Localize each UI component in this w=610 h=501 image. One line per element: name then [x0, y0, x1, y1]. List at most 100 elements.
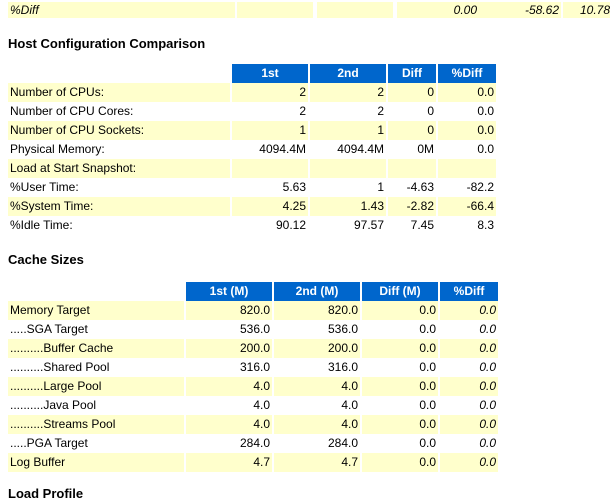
- top-row-blank-1: [237, 2, 313, 18]
- cache-sizes-row-value: 0.0: [419, 322, 436, 336]
- col-header-pct-diff: %Diff: [440, 282, 498, 301]
- cache-sizes-row-label: ..........Shared Pool: [10, 360, 110, 374]
- cache-sizes-row-value: 200.0: [186, 339, 272, 358]
- cache-sizes-row-label: ..........Large Pool: [8, 377, 184, 396]
- cache-sizes-row-value: 820.0: [186, 301, 272, 320]
- host-config-row: Physical Memory: 4094.4M 4094.4M 0M 0.0: [8, 140, 496, 159]
- host-config-row-value: 5.63: [282, 180, 306, 194]
- host-config-row-value: 0.0: [477, 104, 494, 118]
- host-config-row: Load at Start Snapshot:: [8, 159, 496, 178]
- cache-sizes-row: Memory Target 820.0 820.0 0.0 0.0: [8, 301, 498, 320]
- cache-sizes-row-label: .....SGA Target: [10, 322, 88, 336]
- load-profile-title: Load Profile: [8, 486, 84, 501]
- host-config-row-value: 8.3: [477, 218, 494, 232]
- host-config-row-value: 1: [377, 180, 384, 194]
- top-row-blank-2: [317, 2, 393, 18]
- col-header-pct-diff: %Diff: [438, 64, 496, 83]
- host-config-header-blank: [8, 64, 230, 83]
- cache-sizes-row: .....PGA Target 284.0 284.0 0.0 0.0: [8, 434, 498, 453]
- cache-sizes-row-value: 0.0: [362, 301, 438, 320]
- cache-sizes-row-value: 0.0: [440, 415, 498, 434]
- host-config-row-value: 2: [310, 83, 386, 102]
- cache-sizes-header-row: 1st (M) 2nd (M) Diff (M) %Diff: [8, 282, 498, 301]
- cache-sizes-row-label: Memory Target: [8, 301, 184, 320]
- cache-sizes-row-value: 284.0: [239, 436, 270, 450]
- cache-sizes-row-value: 0.0: [479, 398, 496, 412]
- cache-sizes-row-value: 0.0: [419, 398, 436, 412]
- cache-sizes-row: Log Buffer 4.7 4.7 0.0 0.0: [8, 453, 498, 472]
- host-config-row: %User Time: 5.63 1 -4.63 -82.2: [8, 178, 496, 197]
- cache-sizes-row-value: 0.0: [362, 453, 438, 472]
- host-config-row-value: 4094.4M: [337, 142, 384, 156]
- cache-sizes-row-value: 4.0: [253, 398, 270, 412]
- cache-sizes-row-value: 4.0: [341, 398, 358, 412]
- host-config-row-label: %System Time:: [8, 197, 230, 216]
- host-config-row-label: Load at Start Snapshot:: [8, 159, 230, 178]
- cache-sizes-row-value: 0.0: [479, 322, 496, 336]
- cache-sizes-row-value: 0.0: [362, 377, 438, 396]
- host-config-row-value: -2.82: [388, 197, 436, 216]
- cache-sizes-row-value: 536.0: [327, 322, 358, 336]
- host-config-row-value: [310, 159, 386, 178]
- col-header-diff-m: Diff (M): [362, 282, 438, 301]
- cache-sizes-row-label: ..........Buffer Cache: [8, 339, 184, 358]
- host-config-row-value: 2: [377, 104, 384, 118]
- cache-sizes-row-value: 820.0: [274, 301, 360, 320]
- host-config-row-value: 2: [299, 104, 306, 118]
- cache-sizes-row-value: 4.0: [274, 377, 360, 396]
- host-config-row-label: Physical Memory:: [10, 142, 105, 156]
- cache-sizes-table: 1st (M) 2nd (M) Diff (M) %Diff Memory Ta…: [6, 282, 500, 472]
- cache-sizes-row-value: 316.0: [239, 360, 270, 374]
- host-config-row-value: 1.43: [310, 197, 386, 216]
- host-config-row-value: 90.12: [275, 218, 306, 232]
- cache-sizes-row: ..........Shared Pool 316.0 316.0 0.0 0.0: [8, 358, 498, 377]
- host-config-row: Number of CPUs: 2 2 0 0.0: [8, 83, 496, 102]
- cache-sizes-row: ..........Buffer Cache 200.0 200.0 0.0 0.0: [8, 339, 498, 358]
- cache-sizes-row-value: 0.0: [419, 360, 436, 374]
- host-config-row-value: -4.63: [406, 180, 434, 194]
- cache-sizes-row-value: 0.0: [362, 339, 438, 358]
- cache-sizes-header-blank: [8, 282, 184, 301]
- host-config-row: %Idle Time: 90.12 97.57 7.45 8.3: [8, 216, 496, 235]
- cache-sizes-row: ..........Java Pool 4.0 4.0 0.0 0.0: [8, 396, 498, 415]
- cache-sizes-row-value: 316.0: [327, 360, 358, 374]
- host-config-row-value: 97.57: [353, 218, 384, 232]
- host-config-header-row: 1st 2nd Diff %Diff: [8, 64, 496, 83]
- host-config-row-value: [232, 159, 308, 178]
- host-config-row-value: 7.45: [410, 218, 434, 232]
- cache-sizes-row-label: ..........Streams Pool: [8, 415, 184, 434]
- cache-sizes-row: .....SGA Target 536.0 536.0 0.0 0.0: [8, 320, 498, 339]
- cache-sizes-row-value: 0.0: [440, 339, 498, 358]
- host-config-row-value: 4094.4M: [259, 142, 306, 156]
- cache-sizes-row-label: .....PGA Target: [10, 436, 88, 450]
- cache-sizes-row: ..........Streams Pool 4.0 4.0 0.0 0.0: [8, 415, 498, 434]
- host-config-row-label: %Idle Time:: [10, 218, 73, 232]
- cache-sizes-row-value: 4.0: [274, 415, 360, 434]
- host-config-row-value: -66.4: [438, 197, 496, 216]
- top-row-label: %Diff: [8, 2, 235, 18]
- top-row-value-1: 0.00: [397, 2, 481, 18]
- host-config-row: %System Time: 4.25 1.43 -2.82 -66.4: [8, 197, 496, 216]
- host-config-row-value: [388, 159, 436, 178]
- top-row-value-3: 10.78: [563, 2, 610, 18]
- host-config-row-value: [438, 159, 496, 178]
- cache-sizes-row-value: 200.0: [274, 339, 360, 358]
- host-config-row: Number of CPU Sockets: 1 1 0 0.0: [8, 121, 496, 140]
- host-config-row-value: 0: [388, 121, 436, 140]
- cache-sizes-row-value: 536.0: [239, 322, 270, 336]
- host-config-row-value: 0: [427, 104, 434, 118]
- host-config-row-value: 0: [388, 83, 436, 102]
- cache-sizes-row-value: 284.0: [327, 436, 358, 450]
- host-config-row-value: 0M: [417, 142, 434, 156]
- col-header-2nd: 2nd: [310, 64, 386, 83]
- host-config-row-value: 0.0: [438, 121, 496, 140]
- host-config-row-value: -82.2: [466, 180, 494, 194]
- cache-sizes-row-value: 4.7: [186, 453, 272, 472]
- cache-sizes-row: ..........Large Pool 4.0 4.0 0.0 0.0: [8, 377, 498, 396]
- host-config-row-value: 0.0: [477, 142, 494, 156]
- host-config-row: Number of CPU Cores: 2 2 0 0.0: [8, 102, 496, 121]
- cache-sizes-row-value: 0.0: [479, 360, 496, 374]
- host-config-title: Host Configuration Comparison: [8, 36, 206, 51]
- cache-sizes-row-value: 4.7: [274, 453, 360, 472]
- cache-sizes-row-value: 4.0: [186, 415, 272, 434]
